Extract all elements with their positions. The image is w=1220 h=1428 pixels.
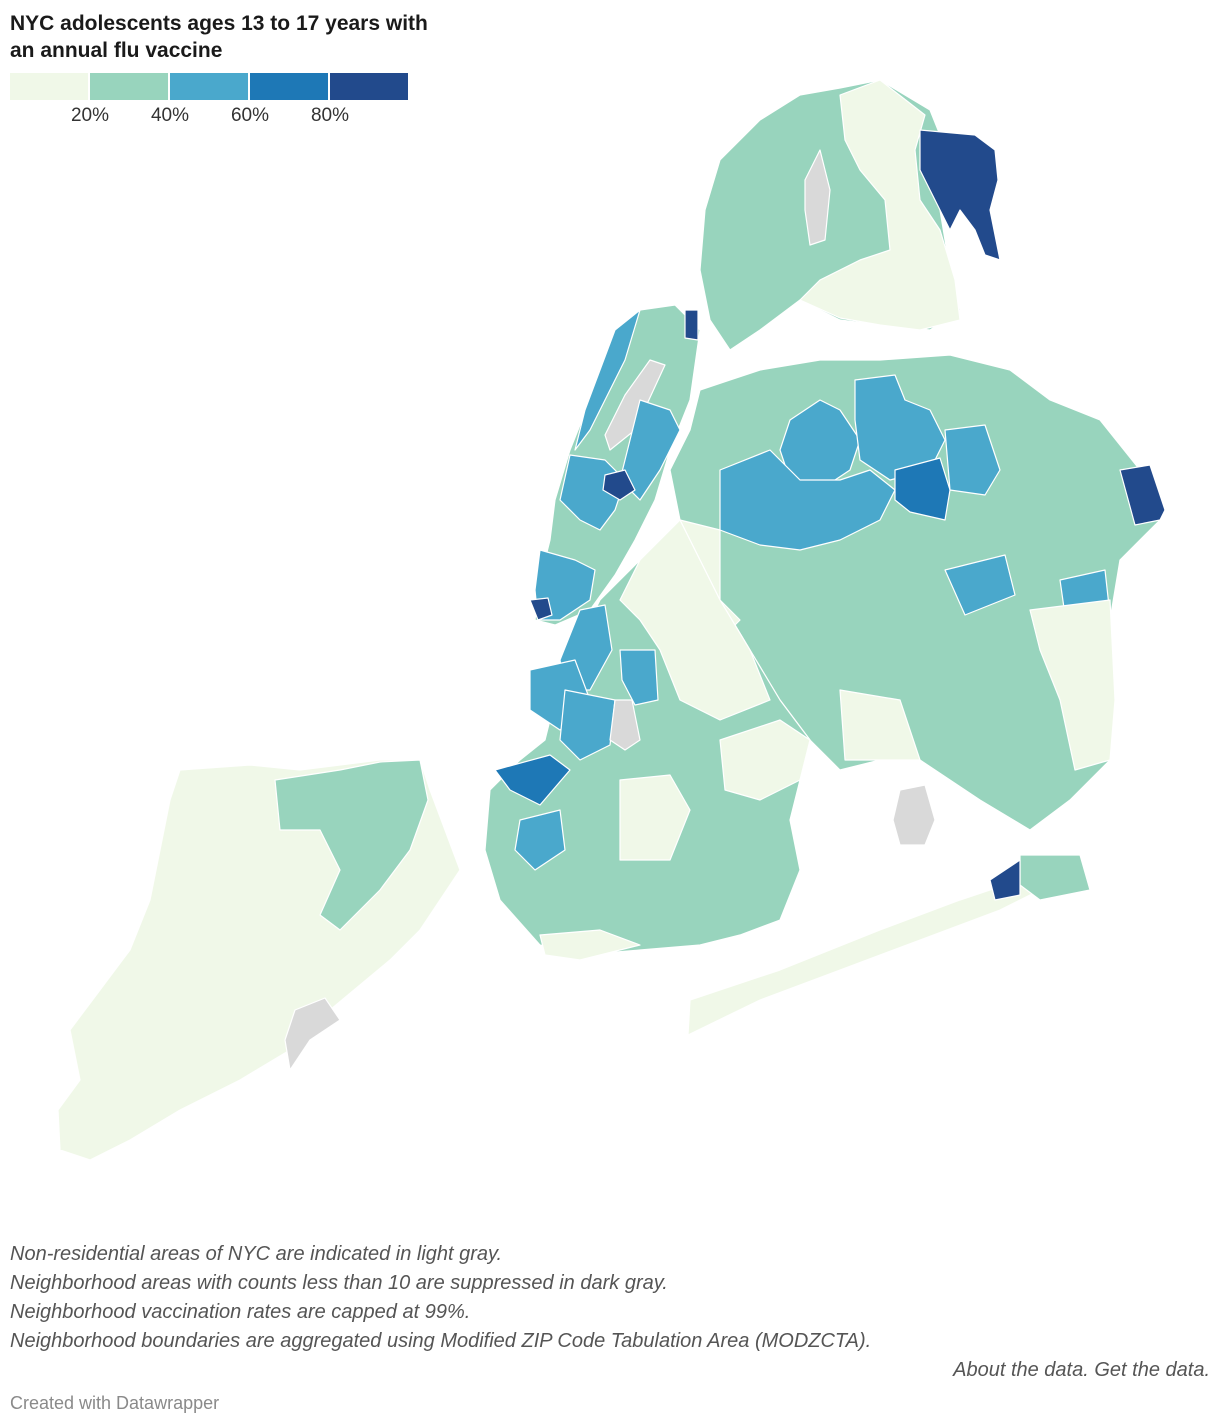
note-nonresidential: Non-residential areas of NYC are indicat… bbox=[10, 1243, 503, 1265]
si-north-shore[interactable] bbox=[274, 759, 429, 931]
legend-tick-60: 60% bbox=[230, 105, 270, 126]
manhattan-upper-east-high[interactable] bbox=[602, 469, 636, 501]
queens-east-low[interactable] bbox=[1029, 599, 1116, 771]
brooklyn-sunset[interactable] bbox=[559, 689, 616, 761]
legend-tick-80: 80% bbox=[310, 105, 350, 126]
color-legend: 20% 40% 60% 80% bbox=[10, 73, 410, 133]
about-data-link[interactable]: About the data. bbox=[953, 1359, 1089, 1381]
queens-broad-channel[interactable] bbox=[989, 859, 1021, 901]
brooklyn-north-low[interactable] bbox=[619, 519, 771, 721]
data-links: About the data. Get the data. bbox=[10, 1356, 1210, 1385]
brooklyn-crown[interactable] bbox=[619, 649, 659, 706]
brooklyn-prospect-park[interactable] bbox=[609, 699, 641, 751]
manhattan-harlem-high[interactable] bbox=[684, 309, 699, 341]
get-data-link[interactable]: Get the data. bbox=[1094, 1359, 1210, 1381]
datawrapper-credit[interactable]: Created with Datawrapper bbox=[10, 1393, 220, 1413]
queens-southeast-a[interactable] bbox=[944, 554, 1016, 616]
legend-swatch-2 bbox=[90, 73, 168, 100]
si-nonresidential[interactable] bbox=[284, 997, 341, 1071]
brooklyn-bensonhurst[interactable] bbox=[514, 809, 566, 871]
queens-flushing[interactable] bbox=[894, 457, 951, 521]
note-boundaries: Neighborhood boundaries are aggregated u… bbox=[10, 1330, 872, 1352]
queens-northeast[interactable] bbox=[854, 374, 946, 481]
bronx-parkland[interactable] bbox=[804, 149, 831, 246]
queens-jfk[interactable] bbox=[892, 784, 936, 846]
brooklyn-canarsie[interactable] bbox=[719, 719, 811, 801]
legend-swatch-4 bbox=[250, 73, 328, 100]
queens-little-neck[interactable] bbox=[1119, 464, 1166, 526]
queens-rockaway[interactable] bbox=[687, 879, 1041, 1036]
borough-manhattan[interactable] bbox=[534, 304, 701, 626]
bronx-northeast[interactable] bbox=[799, 79, 961, 331]
legend-swatch-1 bbox=[10, 73, 88, 100]
legend-tick-20: 20% bbox=[70, 105, 110, 126]
manhattan-lower[interactable] bbox=[534, 549, 596, 621]
note-capped: Neighborhood vaccination rates are cappe… bbox=[10, 1301, 471, 1323]
queens-bayside[interactable] bbox=[944, 424, 1001, 496]
brooklyn-midwood-low[interactable] bbox=[619, 774, 691, 861]
manhattan-east-side[interactable] bbox=[619, 399, 681, 501]
queens-central[interactable] bbox=[719, 449, 896, 551]
queens-south-low[interactable] bbox=[839, 689, 921, 761]
nyc-choropleth-map: .c0 { fill: #f0f8e8; } .c1 { fill: #98d4… bbox=[57, 79, 1166, 1161]
manhattan-central-park[interactable] bbox=[604, 359, 666, 451]
legend-swatch-5 bbox=[330, 73, 408, 100]
brooklyn-bay-ridge[interactable] bbox=[494, 754, 571, 806]
footnotes: Non-residential areas of NYC are indicat… bbox=[10, 1240, 1210, 1385]
manhattan-upper-west[interactable] bbox=[574, 309, 641, 451]
legend-tick-40: 40% bbox=[150, 105, 190, 126]
map-title: NYC adolescents ages 13 to 17 years with… bbox=[10, 12, 428, 62]
manhattan-financial[interactable] bbox=[529, 597, 553, 621]
note-suppressed: Neighborhood areas with counts less than… bbox=[10, 1272, 668, 1294]
legend-swatch-3 bbox=[170, 73, 248, 100]
bronx-city-island[interactable] bbox=[919, 129, 1001, 261]
queens-northwest[interactable] bbox=[779, 399, 861, 491]
brooklyn-coney-island[interactable] bbox=[539, 929, 641, 961]
queens-far-rockaway[interactable] bbox=[1019, 854, 1091, 901]
